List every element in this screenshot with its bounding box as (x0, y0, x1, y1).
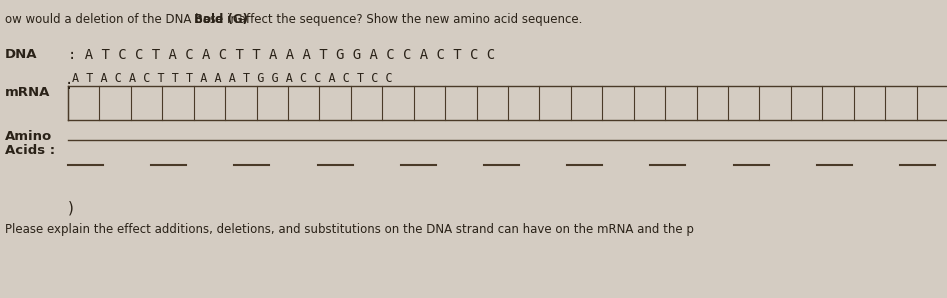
Text: A T A C A C T T T A A A T G G A C C A C T C C: A T A C A C T T T A A A T G G A C C A C … (72, 72, 393, 85)
Text: affect the sequence? Show the new amino acid sequence.: affect the sequence? Show the new amino … (235, 13, 582, 26)
Text: ow would a deletion of the DNA base in: ow would a deletion of the DNA base in (5, 13, 241, 26)
Text: : A T C C T A C A C T T A A A T G G A C C A C T C C: : A T C C T A C A C T T A A A T G G A C … (68, 48, 495, 62)
Text: Amino: Amino (5, 130, 52, 142)
Text: Bold (G): Bold (G) (194, 13, 248, 26)
Text: Please explain the effect additions, deletions, and substitutions on the DNA str: Please explain the effect additions, del… (5, 224, 694, 237)
Text: :: : (65, 78, 73, 92)
Text: Acids :: Acids : (5, 144, 55, 156)
Text: mRNA: mRNA (5, 86, 50, 100)
Text: DNA: DNA (5, 49, 38, 61)
Text: ): ) (68, 201, 74, 215)
